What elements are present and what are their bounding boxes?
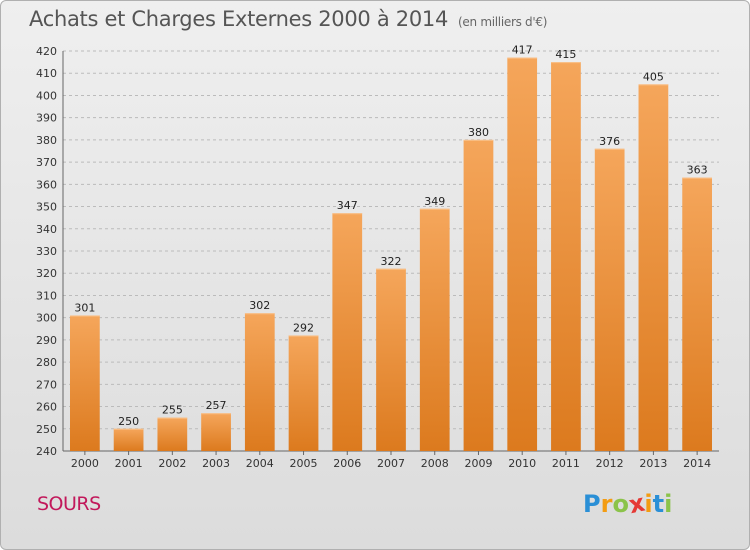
x-tick-label: 2004 [246,457,274,470]
bar-2002 [157,417,188,451]
x-tick-label: 2001 [115,457,143,470]
chart-title-text: Achats et Charges Externes 2000 à 2014 [29,7,449,31]
x-tick-label: 2007 [377,457,405,470]
value-label-2012: 376 [599,135,620,148]
bar-2001 [113,428,144,451]
value-label-2005: 292 [293,321,314,334]
value-label-2004: 302 [249,299,270,312]
bar-2013 [638,84,669,451]
logo-letter: t [652,490,665,518]
value-label-2003: 257 [206,399,227,412]
y-tick-label: 330 [36,245,57,258]
y-tick-label: 260 [36,401,57,414]
x-tick-label: 2005 [290,457,318,470]
y-tick-label: 300 [36,312,57,325]
x-tick-label: 2002 [158,457,186,470]
bar-2008 [419,208,450,451]
bar-2003 [201,413,231,451]
bar-2009 [463,139,494,451]
y-tick-label: 270 [36,378,57,391]
bar-2005 [288,335,319,451]
bar-2011 [551,62,581,451]
bar-2004 [244,313,275,451]
bar-2014 [682,177,713,451]
x-tick-label: 2003 [202,457,230,470]
value-label-2006: 347 [337,199,358,212]
value-label-2011: 415 [555,48,576,61]
x-tick-label: 2012 [596,457,624,470]
y-tick-label: 400 [36,89,57,102]
y-tick-label: 420 [36,45,57,58]
logo-letter: r [600,490,613,518]
y-tick-label: 310 [36,289,57,302]
value-label-2013: 405 [643,70,664,83]
chart-unit: (en milliers d'€) [458,15,548,29]
logo-letter: P [583,490,601,518]
y-tick-label: 350 [36,201,57,214]
bar-2012 [594,148,625,451]
value-label-2010: 417 [512,44,533,57]
x-tick-label: 2006 [333,457,361,470]
bar-2007 [376,268,406,451]
bar-2000 [69,315,100,451]
value-label-2008: 349 [424,195,445,208]
value-label-2000: 301 [74,301,95,314]
value-label-2009: 380 [468,126,489,139]
value-label-2001: 250 [118,415,139,428]
y-tick-label: 360 [36,178,57,191]
x-tick-label: 2013 [639,457,667,470]
logo-letter: i [644,490,653,518]
x-tick-label: 2010 [508,457,536,470]
place-name: SOURS [37,493,101,515]
y-tick-label: 290 [36,334,57,347]
y-tick-label: 370 [36,156,57,169]
proxiti-logo: Proxiti [583,489,673,520]
y-tick-label: 240 [36,445,57,458]
bar-2006 [332,213,363,451]
x-tick-label: 2011 [552,457,580,470]
logo-letter: o [612,490,629,518]
y-tick-label: 390 [36,112,57,125]
value-label-2007: 322 [381,255,402,268]
y-tick-label: 250 [36,423,57,436]
x-tick-label: 2014 [683,457,711,470]
y-tick-label: 410 [36,67,57,80]
y-tick-label: 380 [36,134,57,147]
logo-letter: i [664,490,673,518]
x-tick-label: 2009 [464,457,492,470]
y-tick-label: 340 [36,223,57,236]
y-tick-label: 320 [36,267,57,280]
chart-title: Achats et Charges Externes 2000 à 2014 (e… [29,7,547,31]
x-tick-label: 2000 [71,457,99,470]
y-tick-label: 280 [36,356,57,369]
bar-2010 [507,57,538,452]
value-label-2014: 363 [687,164,708,177]
value-label-2002: 255 [162,404,183,417]
x-tick-label: 2008 [421,457,449,470]
